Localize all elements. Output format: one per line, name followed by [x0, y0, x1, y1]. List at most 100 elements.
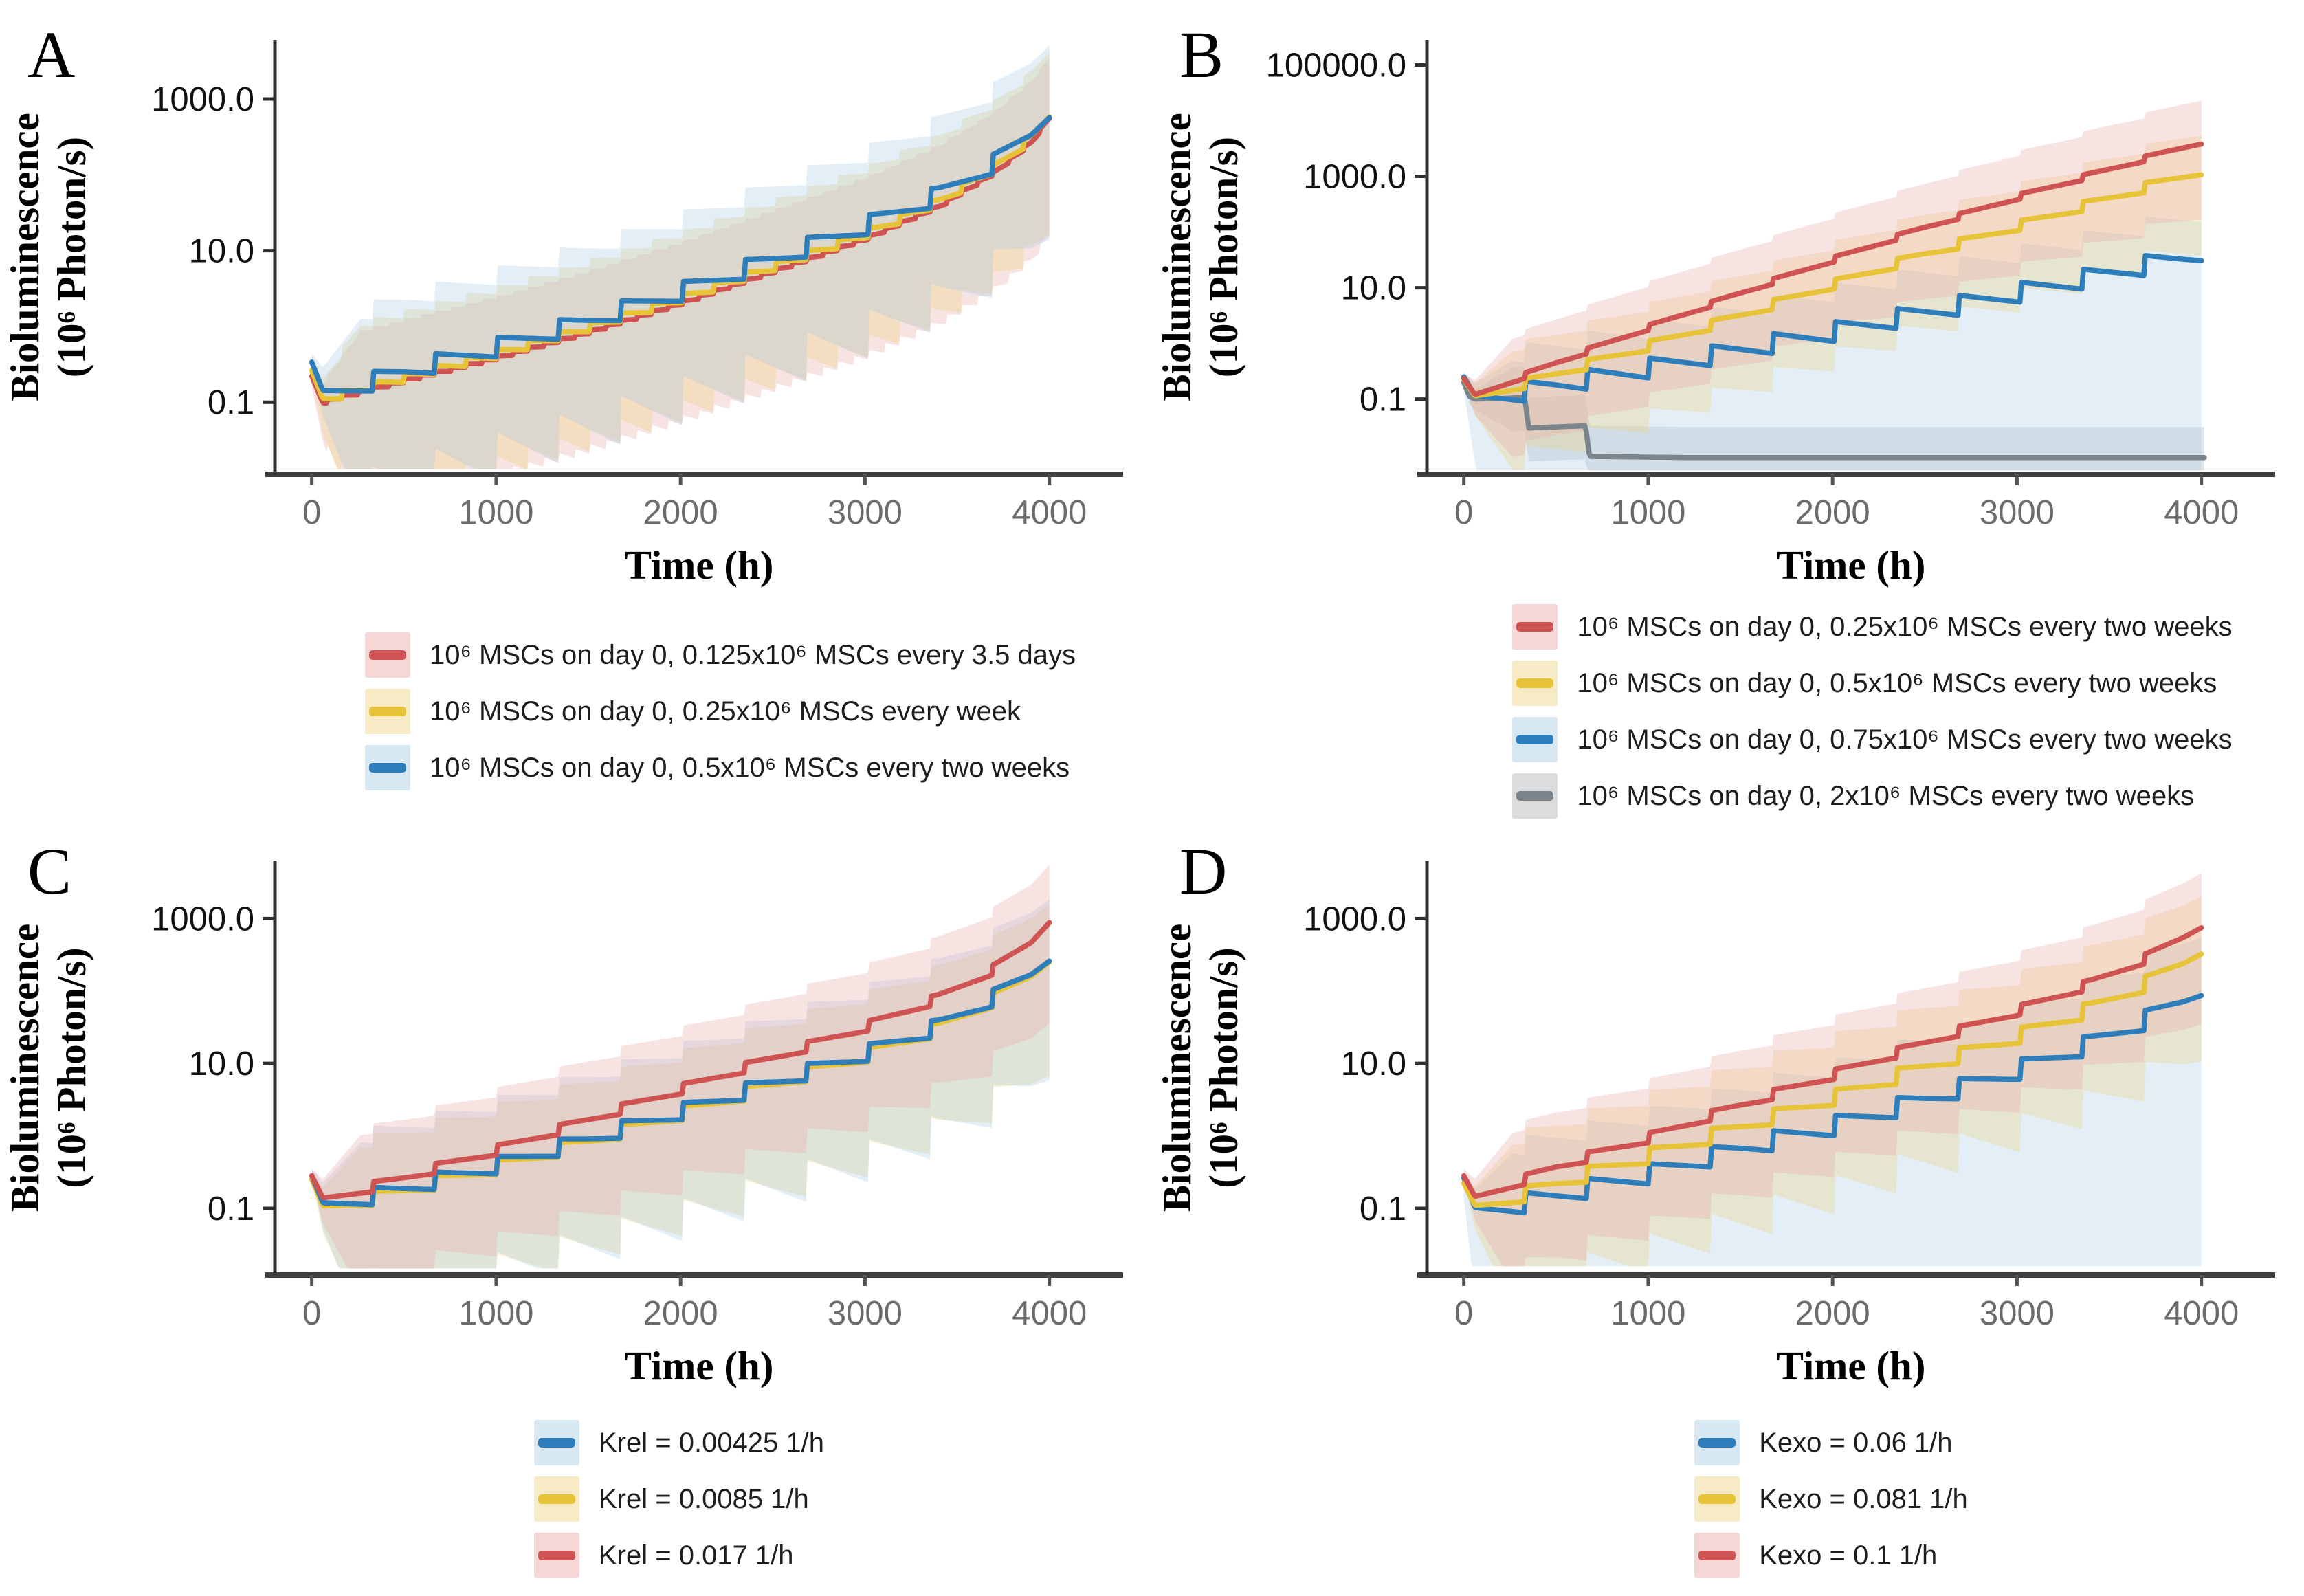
- series-line-blue: [1461, 993, 2204, 1216]
- y-tick-label: 10.0: [1341, 1045, 1406, 1083]
- legend-dash-yellow-icon: [538, 1494, 575, 1504]
- legend-item-label: 10⁶ MSCs on day 0, 0.5x10⁶ MSCs every tw…: [1577, 667, 2217, 698]
- x-tick-label: 4000: [1012, 1295, 1087, 1332]
- legend-swatch-blue: [1694, 1420, 1740, 1465]
- legend-d: Kexo = 0.06 1/h Kexo = 0.081 1/h Kexo = 0.…: [1152, 1402, 2304, 1596]
- chart-d: 0 1000 2000 3000 4000 0.1 10.0 1000.0 Time (h) Bi…: [1154, 834, 2275, 1388]
- y-axis-title-line1: Bioluminescence: [2, 113, 47, 401]
- chart-a: 0 1000 2000 3000 4000 0.1 10.0 1000.0 Time (h) Bi…: [2, 18, 1123, 588]
- legend-dash-yellow-icon: [1516, 678, 1554, 688]
- x-tick-label: 3000: [1980, 494, 2054, 531]
- legend-dash-red-icon: [1516, 622, 1554, 632]
- legend-swatch-red: [1512, 604, 1558, 650]
- x-tick-label: 1000: [458, 1295, 533, 1332]
- legend-item-label: Krel = 0.00425 1/h: [598, 1427, 825, 1458]
- legend-dash-blue-icon: [538, 1438, 575, 1448]
- y-tick-label: 0.1: [1360, 381, 1406, 419]
- x-tick-label: 2000: [1795, 494, 1870, 531]
- legend-dash-yellow-icon: [368, 707, 406, 716]
- x-tick-label: 1000: [1610, 1295, 1685, 1332]
- series-band-blue: [311, 45, 1050, 469]
- series-line-red: [309, 920, 1052, 1201]
- legend-dash-gray-icon: [1516, 791, 1554, 801]
- series-band-red: [311, 58, 1050, 469]
- panel-d: 0 1000 2000 3000 4000 0.1 10.0 1000.0 Time (h) Bi…: [1152, 825, 2304, 1402]
- legend-swatch-blue: [364, 745, 410, 790]
- x-tick-label: 2000: [643, 494, 718, 531]
- x-axis-title: Time (h): [625, 1343, 774, 1388]
- series-line-red: [1461, 141, 2204, 397]
- legend-swatch-red: [533, 1533, 579, 1578]
- x-axis-title: Time (h): [625, 542, 774, 588]
- legend-c: Krel = 0.00425 1/h Krel = 0.0085 1/h Krel …: [0, 1402, 1152, 1596]
- legend-item: Krel = 0.00425 1/h: [533, 1420, 825, 1465]
- y-tick-label: 0.1: [208, 384, 254, 421]
- legend-item: 10⁶ MSCs on day 0, 2x10⁶ MSCs every two …: [1512, 773, 2194, 819]
- legend-item: 10⁶ MSCs on day 0, 0.25x10⁶ MSCs every w…: [364, 689, 1021, 734]
- y-tick-label: 0.1: [208, 1190, 254, 1228]
- chart-c: 0 1000 2000 3000 4000 0.1 10.0 1000.0 Time (h) Bi…: [2, 834, 1123, 1388]
- legend-item-label: 10⁶ MSCs on day 0, 0.25x10⁶ MSCs every w…: [429, 696, 1021, 727]
- y-tick-label: 1000.0: [1303, 900, 1406, 938]
- legend-swatch-red: [364, 632, 410, 678]
- x-tick-label: 0: [302, 1295, 321, 1332]
- y-axis-title-line1: Bioluminescence: [2, 924, 47, 1212]
- legend-swatch-yellow: [533, 1476, 579, 1522]
- panel-b: 0 1000 2000 3000 4000 0.1 10.0 1000.0 100000.0 Ti…: [1152, 0, 2304, 598]
- legend-dash-blue-icon: [1698, 1438, 1736, 1448]
- x-tick-label: 0: [1454, 494, 1473, 531]
- legend-item-label: 10⁶ MSCs on day 0, 0.125x10⁶ MSCs every …: [429, 639, 1076, 670]
- series-line-red: [1461, 924, 2204, 1199]
- y-axis-title-line2: (10⁶ Photon/s): [49, 137, 94, 377]
- y-tick-label: 100000.0: [1266, 47, 1406, 84]
- legend-swatch-yellow: [1512, 661, 1558, 706]
- panel-letter-d: D: [1179, 834, 1227, 908]
- legend-swatch-gray: [1512, 773, 1558, 819]
- series-line-yellow: [1461, 951, 2204, 1208]
- legend-item: 10⁶ MSCs on day 0, 0.25x10⁶ MSCs every t…: [1512, 604, 2233, 650]
- x-tick-label: 3000: [828, 494, 902, 531]
- y-axis-title-line2: (10⁶ Photon/s): [1201, 137, 1246, 377]
- y-tick-label: 1000.0: [151, 900, 254, 938]
- y-tick-label: 10.0: [1341, 270, 1406, 307]
- x-tick-label: 0: [302, 494, 321, 531]
- x-tick-label: 4000: [2164, 494, 2239, 531]
- legend-swatch-blue: [1512, 717, 1558, 762]
- legend-item: Kexo = 0.081 1/h: [1694, 1476, 1968, 1522]
- series-line-gray: [1461, 379, 2207, 461]
- x-tick-label: 3000: [828, 1295, 902, 1332]
- legend-a: 10⁶ MSCs on day 0, 0.125x10⁶ MSCs every …: [0, 598, 1152, 825]
- y-axis-title-line2: (10⁶ Photon/s): [1201, 947, 1246, 1188]
- series-band-gray: [1463, 366, 2204, 471]
- x-tick-label: 4000: [1012, 494, 1087, 531]
- legend-item: Kexo = 0.06 1/h: [1694, 1420, 1953, 1465]
- legend-item-label: Kexo = 0.06 1/h: [1759, 1427, 1953, 1458]
- y-tick-label: 10.0: [189, 233, 254, 270]
- x-axis-title: Time (h): [1777, 1343, 1926, 1388]
- y-tick-label: 10.0: [189, 1045, 254, 1083]
- legend-item-label: 10⁶ MSCs on day 0, 2x10⁶ MSCs every two …: [1577, 780, 2195, 811]
- panel-a: 0 1000 2000 3000 4000 0.1 10.0 1000.0 Time (h) Bi…: [0, 0, 1152, 598]
- legend-dash-red-icon: [368, 650, 406, 660]
- legend-item: 10⁶ MSCs on day 0, 0.5x10⁶ MSCs every tw…: [1512, 661, 2217, 706]
- legend-c-items: Krel = 0.00425 1/h Krel = 0.0085 1/h Krel …: [533, 1420, 825, 1578]
- legend-swatch-yellow: [364, 689, 410, 734]
- legend-dash-yellow-icon: [1698, 1494, 1736, 1504]
- legend-dash-red-icon: [538, 1551, 575, 1560]
- legend-item: 10⁶ MSCs on day 0, 0.5x10⁶ MSCs every tw…: [364, 745, 1070, 790]
- legend-item-label: Kexo = 0.081 1/h: [1759, 1483, 1968, 1514]
- panel-letter-c: C: [27, 834, 71, 908]
- series-band-yellow: [311, 52, 1050, 469]
- legend-item: Krel = 0.017 1/h: [533, 1533, 794, 1578]
- x-tick-label: 1000: [458, 494, 533, 531]
- x-tick-label: 0: [1454, 1295, 1473, 1332]
- legend-dash-blue-icon: [368, 763, 406, 773]
- legend-b: 10⁶ MSCs on day 0, 0.25x10⁶ MSCs every t…: [1152, 598, 2304, 825]
- legend-item-label: 10⁶ MSCs on day 0, 0.25x10⁶ MSCs every t…: [1577, 611, 2233, 642]
- y-tick-label: 1000.0: [151, 81, 254, 118]
- panel-letter-b: B: [1179, 18, 1223, 91]
- legend-item: Kexo = 0.1 1/h: [1694, 1533, 1937, 1578]
- series-line-blue: [309, 958, 1052, 1208]
- legend-item-label: 10⁶ MSCs on day 0, 0.75x10⁶ MSCs every t…: [1577, 724, 2233, 755]
